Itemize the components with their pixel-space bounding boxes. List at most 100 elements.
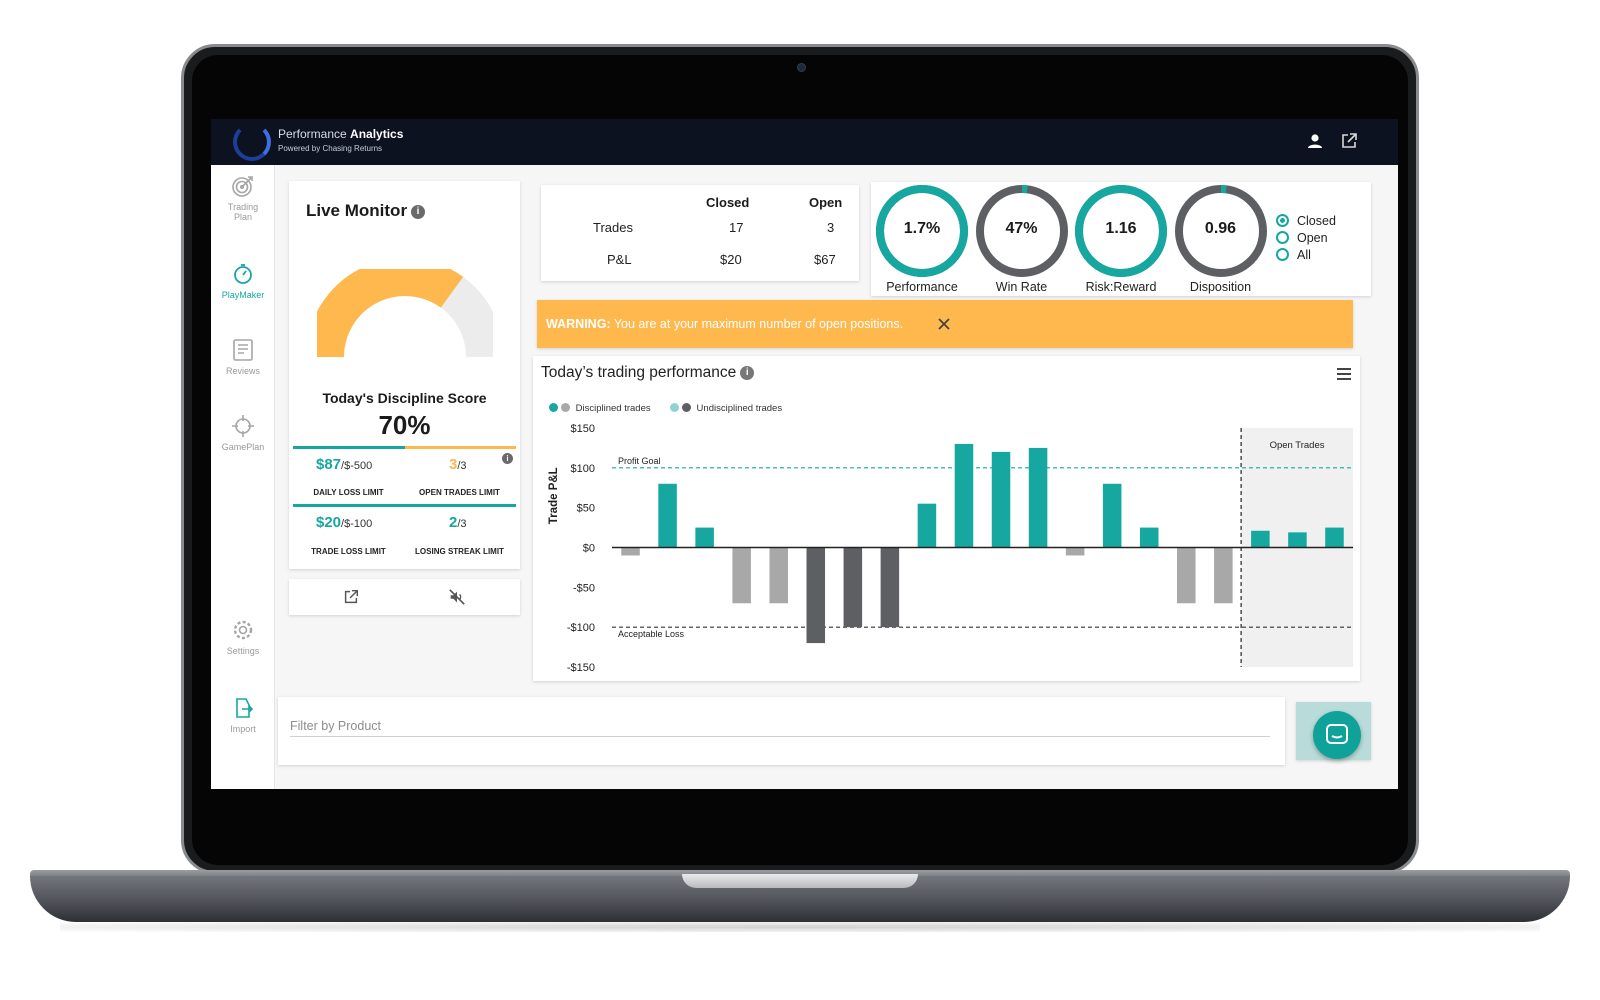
discipline-score-title: Today's Discipline Score [322,390,487,406]
trading-performance-card: Today’s trading performance i Disciplined… [533,356,1360,681]
ring-progress [1075,185,1167,277]
user-icon[interactable] [1305,131,1325,151]
chart-bar[interactable] [843,547,863,628]
mute-icon[interactable] [448,588,466,606]
sidebar-item-playmaker[interactable]: PlayMaker [211,261,275,300]
ring-disposition-graphic [1174,185,1267,277]
sidebar-item-label: GamePlan [221,442,265,452]
radio-open-label: Open [1297,231,1328,245]
logo-icon [233,123,271,161]
chart-bar[interactable] [1325,527,1344,548]
legend-swatch-undisciplined-loss [681,403,691,412]
radio-closed[interactable]: Closed [1276,214,1336,228]
trade-loss-suffix: /$-100 [341,518,373,530]
trades-summary-card: Closed Open Trades 17 3 P&L $20 $67 [541,185,859,281]
trades-closed-value: 17 [729,220,744,235]
chart-bar[interactable] [1288,532,1307,548]
discipline-gauge [317,269,493,369]
sidebar-item-trading-plan[interactable]: Trading Plan [211,173,275,222]
metrics-rings-card: 1.7% Performance 47% Win Rate 1.16 Risk:Rewar… [871,182,1371,296]
y-tick-label: -$100 [567,622,595,634]
open-trades-label: Open Trades [1270,440,1325,451]
ring-win-rate-value: 47% [1005,220,1038,237]
ring-win-rate-label: Win Rate [995,280,1048,294]
chart-bar[interactable] [1028,447,1048,548]
losing-streak-label: LOSING STREAK LIMIT [415,547,504,556]
ring-progress [876,185,968,277]
chart-bar[interactable] [658,483,677,548]
chart-bar[interactable] [695,527,714,548]
limit-bar-teal [293,446,405,449]
y-tick-label: -$50 [573,582,595,594]
chart-bar[interactable] [1139,527,1159,548]
app-title-bold: Analytics [350,127,404,141]
chart-bar[interactable] [917,503,937,548]
close-icon[interactable] [935,315,953,333]
ring-performance-label: Performance [886,280,958,294]
sidebar-item-label: Import [230,724,256,734]
chart-bar[interactable] [1102,483,1122,548]
trade-loss-value: $20/$-100 [316,514,372,531]
chart-bar[interactable] [806,547,826,644]
app-title: Performance Analytics [278,127,403,141]
sidebar-item-reviews[interactable]: Reviews [211,337,275,376]
live-monitor-title-text: Live Monitor [306,201,408,220]
target-icon [232,176,253,197]
limit-bar-teal-2 [293,504,516,507]
radio-closed-control[interactable] [1276,214,1289,227]
crosshair-icon [232,415,254,437]
sidebar-item-label: Trading [227,202,259,212]
radio-open-control[interactable] [1276,231,1289,244]
chart-title: Today’s trading performance i [541,364,755,382]
ring-progress [975,185,1068,277]
chart-bar[interactable] [954,443,974,548]
open-trades-value: 3/3 [449,456,467,473]
live-monitor-title: Live Monitor i [306,201,426,221]
limits-info-icon[interactable]: i [502,453,513,464]
chart-bar[interactable] [1065,547,1085,556]
chat-button[interactable] [1313,711,1361,759]
y-tick-label: $0 [583,543,595,555]
chart-bar[interactable] [732,547,751,604]
chart-bar[interactable] [991,451,1011,548]
gear-icon [233,620,253,640]
chart-bar[interactable] [1251,530,1270,548]
camera-icon [797,63,806,72]
trading-performance-chart: $150 $100 $50 $0 -$50 -$100 -$150 Trade P&L Prof… [548,423,1353,674]
top-bar: Performance Analytics Powered by Chasing… [211,119,1398,165]
external-link-icon[interactable] [342,588,360,606]
trades-open-value: 3 [827,220,835,235]
external-link-icon[interactable] [1339,131,1359,151]
ring-progress [1174,185,1267,277]
trade-loss-label: TRADE LOSS LIMIT [311,547,386,556]
chart-bar[interactable] [1177,547,1196,604]
y-axis-label: Trade P&L [548,467,560,524]
chart-bar[interactable] [621,547,640,556]
info-icon[interactable]: i [411,205,426,219]
chart-bar[interactable] [769,547,788,604]
sidebar-item-import[interactable]: Import [211,695,275,734]
radio-all[interactable]: All [1276,248,1311,262]
ring-risk-reward-graphic [1075,185,1167,277]
legend-label-undisciplined: Undisciplined trades [696,403,783,414]
acceptable-loss-label: Acceptable Loss [618,629,685,639]
radio-all-label: All [1297,248,1311,262]
warning-banner: WARNING: You are at your maximum number … [537,300,1353,348]
radio-closed-label: Closed [1297,214,1336,228]
hamburger-menu-icon[interactable] [1336,367,1352,381]
info-icon[interactable]: i [740,366,755,380]
chart-bar[interactable] [1214,547,1233,604]
radio-open[interactable]: Open [1276,231,1328,245]
legend-swatch-disciplined-win [549,403,558,412]
sidebar-item-gameplan[interactable]: GamePlan [211,413,275,452]
sidebar-item-settings[interactable]: Settings [211,617,275,656]
filter-by-product-input[interactable] [290,715,1270,737]
radio-all-control[interactable] [1276,248,1289,261]
closed-header: Closed [706,195,750,210]
open-trades-amount: 3 [449,456,458,473]
laptop-shadow [60,922,1540,932]
legend-swatch-disciplined-loss [561,403,570,412]
chart-bar[interactable] [880,547,900,628]
document-icon [233,339,253,361]
ring-disposition-value: 0.96 [1204,220,1237,237]
